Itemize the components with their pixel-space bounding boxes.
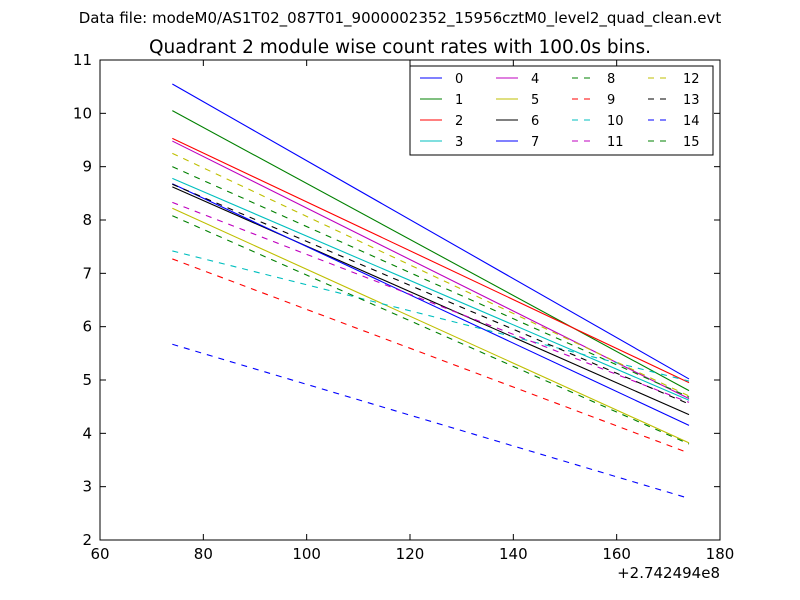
x-tick-label: 100 (292, 545, 321, 563)
y-tick-label: 2 (82, 531, 92, 549)
y-tick-label: 3 (82, 478, 92, 496)
x-tick-label: 140 (499, 545, 528, 563)
series-line-14 (172, 343, 690, 499)
y-tick-label: 5 (82, 371, 92, 389)
x-tick-label: 180 (706, 545, 735, 563)
legend-label-13: 13 (683, 93, 700, 108)
legend-label-6: 6 (531, 114, 539, 129)
legend-label-15: 15 (683, 135, 700, 150)
y-tick-label: 7 (82, 264, 92, 282)
legend-label-2: 2 (455, 114, 463, 129)
x-offset-label: +2.742494e8 (617, 564, 720, 582)
chart-title: Quadrant 2 module wise count rates with … (148, 37, 652, 58)
y-tick-label: 4 (82, 424, 92, 442)
legend-label-3: 3 (455, 135, 463, 150)
series-line-8 (172, 166, 690, 398)
series-line-2 (172, 137, 690, 384)
legend-label-10: 10 (607, 114, 624, 129)
series-line-6 (172, 186, 690, 416)
legend-frame (409, 65, 714, 156)
legend-label-12: 12 (683, 72, 700, 87)
series-line-15 (172, 215, 690, 445)
legend-label-8: 8 (607, 72, 615, 87)
series-layer (172, 83, 690, 499)
series-line-7 (172, 183, 690, 426)
series-line-10 (172, 250, 690, 382)
y-tick-label: 6 (82, 318, 92, 336)
y-tick-label: 9 (82, 158, 92, 176)
y-tick-label: 8 (82, 211, 92, 229)
y-tick-label: 11 (73, 51, 92, 69)
legend-label-11: 11 (607, 135, 624, 150)
series-line-9 (172, 258, 690, 454)
legend-label-7: 7 (531, 135, 539, 150)
series-line-1 (172, 110, 690, 392)
legend-label-14: 14 (683, 114, 700, 129)
legend-label-0: 0 (455, 72, 463, 87)
data-file-suptitle: Data file: modeM0/AS1T02_087T01_90000023… (78, 9, 722, 27)
series-line-12 (172, 152, 690, 397)
series-line-3 (172, 177, 690, 401)
legend-label-1: 1 (455, 93, 463, 108)
series-line-4 (172, 140, 690, 400)
series-line-5 (172, 207, 690, 444)
x-tick-label: 160 (602, 545, 631, 563)
x-tick-label: 60 (90, 545, 109, 563)
series-line-11 (172, 201, 690, 403)
series-line-0 (172, 83, 690, 380)
x-tick-label: 120 (396, 545, 425, 563)
legend-label-5: 5 (531, 93, 539, 108)
y-tick-label: 10 (73, 104, 92, 122)
x-tick-label: 80 (194, 545, 213, 563)
legend-label-4: 4 (531, 72, 539, 87)
series-line-13 (172, 183, 690, 405)
legend-label-9: 9 (607, 93, 615, 108)
